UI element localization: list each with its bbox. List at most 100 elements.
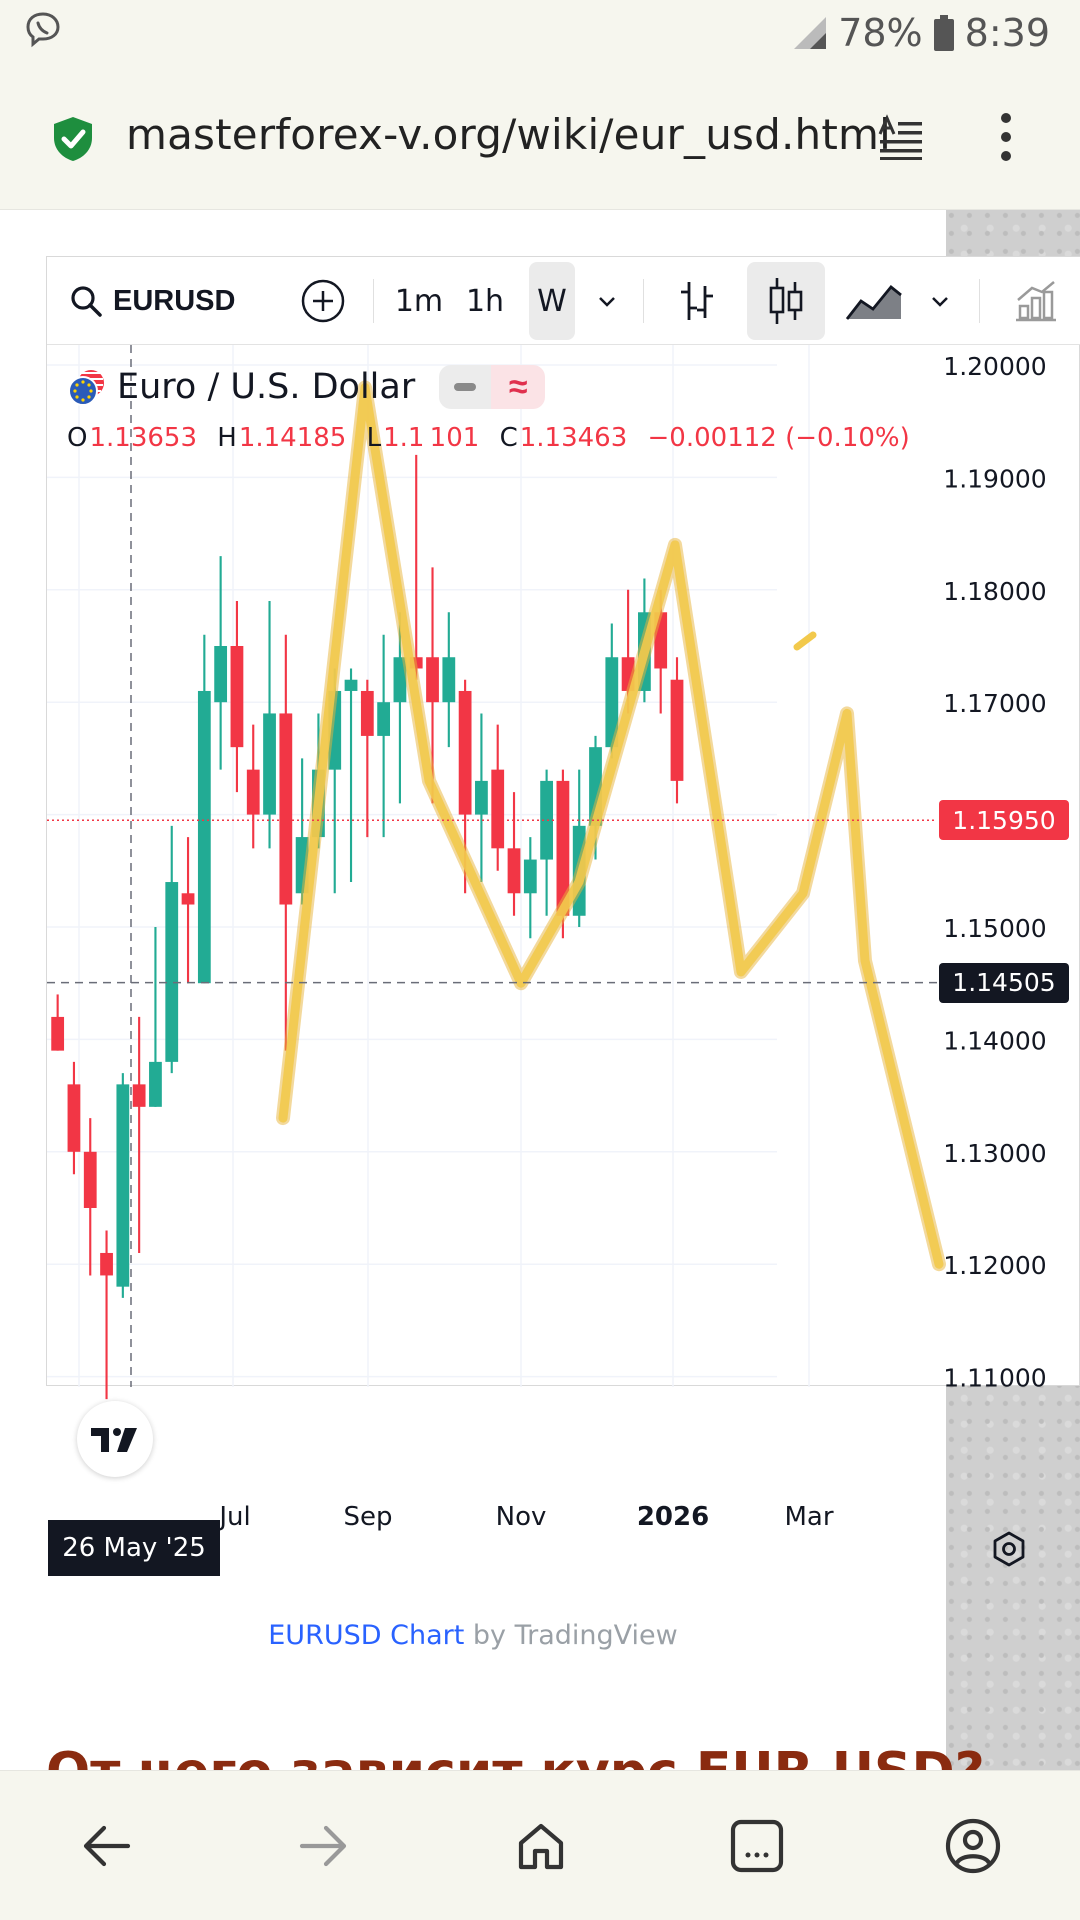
compare-wave-button[interactable]: ≈ bbox=[491, 365, 546, 409]
open-value: 1.13653 bbox=[89, 423, 197, 453]
candle bbox=[605, 623, 619, 759]
status-bar: 78% 8:39 bbox=[0, 0, 1080, 66]
candle bbox=[230, 601, 244, 793]
annotation-layer bbox=[276, 380, 946, 1272]
candle bbox=[165, 825, 179, 1074]
tabs-icon bbox=[730, 1819, 784, 1873]
add-compare-icon bbox=[301, 279, 345, 323]
back-button[interactable] bbox=[74, 1813, 140, 1879]
more-vert-icon[interactable] bbox=[996, 112, 1016, 162]
area-style-button[interactable] bbox=[839, 257, 909, 345]
y-tick-label: 1.13000 bbox=[943, 1139, 1046, 1168]
chevron-down-icon bbox=[932, 297, 948, 307]
clock: 8:39 bbox=[964, 11, 1050, 55]
home-button[interactable] bbox=[508, 1813, 574, 1879]
candle bbox=[51, 994, 65, 1051]
url-text[interactable]: masterforex-v.org/wiki/eur_usd.html bbox=[126, 110, 891, 159]
chart-area[interactable]: 1.200001.190001.180001.170001.160001.150… bbox=[47, 345, 1080, 1532]
candle-body bbox=[197, 690, 211, 984]
candle bbox=[116, 1073, 130, 1298]
y-tick-label: 1.14000 bbox=[943, 1026, 1046, 1055]
chart-caption-link[interactable]: EURUSD Chart bbox=[268, 1620, 465, 1651]
candle-body bbox=[230, 646, 244, 748]
reader-mode-icon[interactable] bbox=[878, 114, 924, 160]
candle bbox=[246, 724, 260, 849]
x-tick-label: Mar bbox=[784, 1502, 833, 1532]
x-tick-label: Sep bbox=[343, 1502, 392, 1532]
candle bbox=[670, 657, 684, 804]
candle-body bbox=[279, 713, 293, 905]
tradingview-logo[interactable] bbox=[77, 1401, 153, 1477]
change-value: −0.00112 (−0.10%) bbox=[647, 423, 910, 453]
symbol-label: EURUSD bbox=[113, 284, 236, 317]
candle-body bbox=[149, 1061, 162, 1107]
web-page: EURUSD 1m 1h W bbox=[0, 210, 1080, 1770]
toolbar-separator bbox=[643, 279, 644, 323]
candle-body bbox=[491, 769, 505, 849]
last-price-tag: 1.15950 bbox=[939, 800, 1069, 841]
candle-body bbox=[426, 657, 439, 703]
interval-1h-label: 1h bbox=[465, 283, 505, 319]
chevron-down-icon bbox=[599, 297, 615, 307]
bar-style-icon bbox=[681, 282, 713, 320]
high-label: H bbox=[217, 423, 237, 453]
forward-button[interactable] bbox=[290, 1813, 356, 1879]
open-label: O bbox=[67, 423, 88, 453]
lock-shield-icon[interactable] bbox=[52, 116, 94, 162]
account-button[interactable] bbox=[940, 1813, 1006, 1879]
legend-toggle-pill[interactable]: ≈ bbox=[439, 365, 546, 409]
toolbar-separator bbox=[979, 279, 980, 323]
chart-settings-icon[interactable] bbox=[990, 1530, 1028, 1568]
y-tick-label: 1.20000 bbox=[943, 352, 1046, 381]
interval-1m-label: 1m bbox=[394, 283, 444, 319]
tradingview-widget: EURUSD 1m 1h W bbox=[46, 256, 1080, 1532]
add-compare-button[interactable] bbox=[297, 257, 349, 345]
instrument-name[interactable]: Euro / U.S. Dollar bbox=[117, 367, 416, 407]
close-value: 1.13463 bbox=[519, 423, 628, 453]
status-right: 78% 8:39 bbox=[792, 10, 1050, 56]
interval-1h[interactable]: 1h bbox=[459, 257, 511, 345]
candle-body bbox=[507, 848, 521, 894]
candle-body bbox=[214, 646, 228, 703]
candle bbox=[491, 724, 505, 871]
interval-dropdown[interactable] bbox=[587, 257, 627, 345]
candle bbox=[197, 634, 211, 984]
interval-1m[interactable]: 1m bbox=[389, 257, 449, 345]
candle bbox=[377, 634, 391, 838]
chart-toolbar: EURUSD 1m 1h W bbox=[47, 257, 1080, 345]
candle bbox=[540, 769, 554, 916]
tabs-button[interactable] bbox=[724, 1813, 790, 1879]
collapse-legend-button[interactable] bbox=[439, 365, 492, 409]
eur-usd-flag-icon bbox=[68, 370, 104, 406]
candle-body bbox=[67, 1084, 81, 1152]
bar-style-button[interactable] bbox=[669, 257, 725, 345]
low-label: L bbox=[366, 423, 382, 453]
chart-style-dropdown[interactable] bbox=[917, 257, 963, 345]
candle bbox=[67, 1061, 81, 1175]
tradingview-logo-icon bbox=[91, 1428, 137, 1452]
area-style-icon bbox=[845, 285, 902, 320]
interval-w[interactable]: W bbox=[529, 262, 575, 340]
candle-body bbox=[51, 1016, 65, 1051]
y-tick-label: 1.17000 bbox=[943, 689, 1046, 718]
candlestick-chart[interactable]: 1.200001.190001.180001.170001.160001.150… bbox=[47, 345, 1080, 1575]
account-icon bbox=[945, 1818, 1001, 1874]
wave-icon: ≈ bbox=[508, 367, 528, 406]
candle-style-button[interactable] bbox=[747, 262, 825, 340]
candle bbox=[344, 668, 358, 883]
browser-bottom-nav bbox=[0, 1770, 1080, 1920]
candle-body bbox=[605, 657, 619, 748]
article-heading: От чего зависит курс EUR USD? bbox=[46, 1742, 985, 1770]
candle-body bbox=[393, 657, 407, 703]
battery-icon bbox=[933, 15, 954, 51]
candle-body bbox=[246, 769, 260, 815]
interval-w-label: W bbox=[537, 283, 567, 319]
indicators-button[interactable] bbox=[1005, 257, 1065, 345]
ohlc-values: O1.13653 H1.14185 L1.1 101 C1.13463 −0.0… bbox=[67, 423, 912, 453]
candle-style-icon bbox=[769, 278, 803, 324]
symbol-search[interactable]: EURUSD bbox=[69, 257, 269, 345]
x-tick-label: Nov bbox=[496, 1502, 547, 1532]
candle bbox=[83, 1118, 97, 1276]
candle bbox=[149, 927, 162, 1107]
candle bbox=[263, 601, 276, 849]
